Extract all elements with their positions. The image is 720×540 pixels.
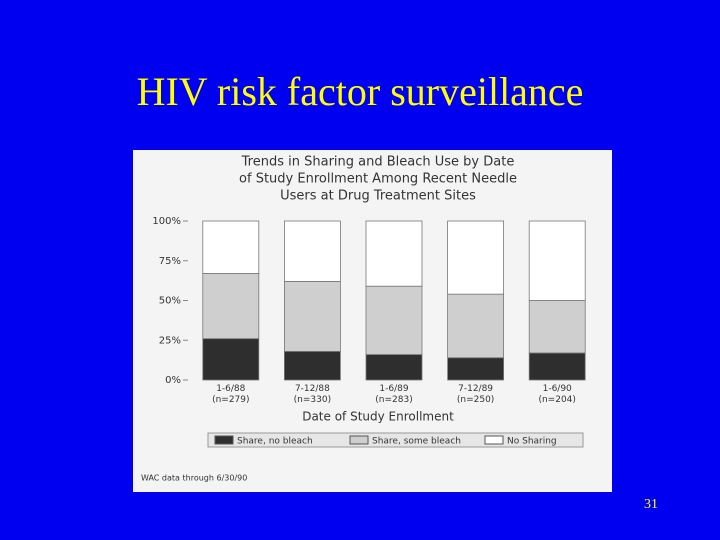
bar-segment (202, 273, 260, 340)
bar-segment (447, 293, 505, 359)
y-tick-label: 100% (152, 216, 181, 227)
bar-segment (528, 300, 586, 354)
y-tick-label: 25% (159, 335, 181, 346)
footnote: WAC data through 6/30/90 (141, 474, 247, 483)
bar-segment (365, 285, 423, 355)
legend-label: Share, no bleach (237, 437, 313, 447)
x-tick-label: 7-12/88 (n=330) (294, 384, 331, 405)
x-tick-label: 1-6/90 (n=204) (538, 384, 575, 405)
bar-segment (365, 220, 423, 287)
bar-segment (528, 352, 586, 381)
legend-label: Share, some bleach (372, 437, 461, 447)
page-number: 31 (644, 497, 658, 512)
bar-segment (202, 338, 260, 381)
bar-segment (283, 350, 341, 381)
legend-swatch (214, 435, 234, 445)
legend-swatch (484, 435, 504, 445)
legend-label: No Sharing (507, 437, 557, 447)
bar-segment (447, 357, 505, 381)
y-tick-label: 0% (165, 375, 181, 386)
x-axis-label: Date of Study Enrollment (302, 410, 454, 424)
bar-segment (283, 281, 341, 352)
bar-segment (202, 220, 260, 274)
y-tick-label: 50% (159, 296, 181, 307)
bar-segment (447, 220, 505, 295)
chart-title: of Study Enrollment Among Recent Needle (239, 172, 517, 187)
slide-title: HIV risk factor surveillance (136, 69, 584, 114)
x-tick-label: 1-6/88 (n=279) (212, 384, 249, 405)
y-tick-label: 75% (159, 256, 181, 267)
bar-segment (528, 220, 586, 301)
chart: Trends in Sharing and Bleach Use by Date… (133, 150, 612, 492)
legend-swatch (349, 435, 369, 445)
chart-title: Trends in Sharing and Bleach Use by Date (241, 155, 515, 170)
bar-segment (283, 220, 341, 282)
chart-title: Users at Drug Treatment Sites (280, 189, 476, 204)
x-tick-label: 1-6/89 (n=283) (375, 384, 412, 405)
bar-segment (365, 354, 423, 381)
x-tick-label: 7-12/89 (n=250) (457, 384, 494, 405)
